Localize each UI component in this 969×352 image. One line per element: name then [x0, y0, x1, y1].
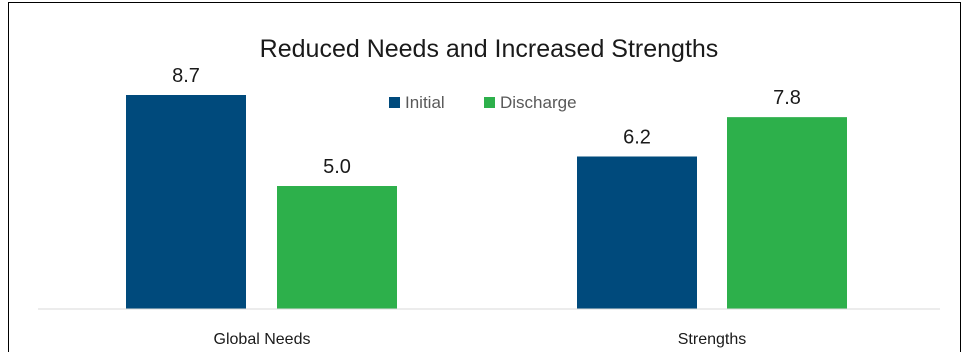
bar-strengths-initial [577, 156, 697, 309]
bar-global-needs-discharge [277, 186, 397, 309]
legend-swatch-initial [389, 97, 400, 108]
bars-group: 8.7 6.2 5.0 7.8 [126, 65, 847, 309]
bar-global-needs-initial [126, 95, 246, 309]
data-label-strengths-discharge: 7.8 [773, 87, 801, 109]
legend-label-initial: Initial [405, 93, 445, 112]
category-label-strengths: Strengths [678, 331, 746, 348]
category-label-global-needs: Global Needs [214, 331, 311, 348]
data-label-global-needs-initial: 8.7 [172, 65, 200, 87]
data-label-global-needs-discharge: 5.0 [323, 156, 351, 178]
bar-strengths-discharge [727, 117, 847, 309]
chart-title: Reduced Needs and Increased Strengths [260, 35, 719, 63]
legend-label-discharge: Discharge [500, 93, 577, 112]
legend: Initial Discharge [389, 93, 577, 112]
data-label-strengths-initial: 6.2 [623, 126, 651, 148]
legend-swatch-discharge [484, 97, 495, 108]
